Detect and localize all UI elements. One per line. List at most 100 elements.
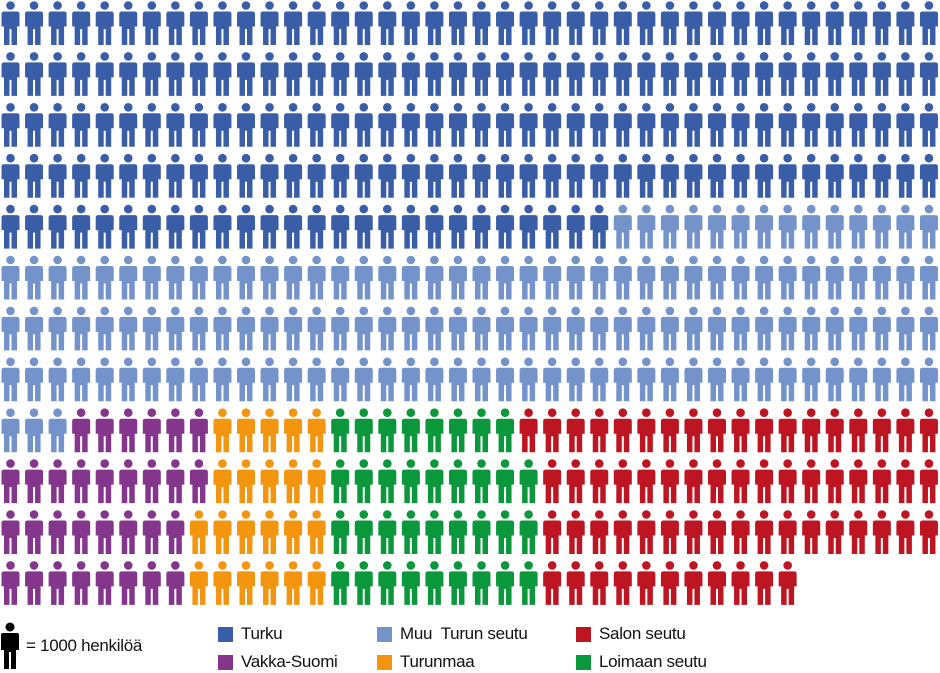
person-mark-muu — [755, 255, 774, 300]
person-mark-turku — [543, 52, 562, 96]
person-mark-muu — [307, 255, 326, 300]
person-mark-turku — [778, 1, 797, 45]
person-mark-loimaa — [331, 408, 350, 453]
person-mark-turku — [25, 204, 44, 249]
person-mark-turku — [331, 204, 350, 249]
person-mark-muu — [331, 306, 350, 351]
person-mark-turku — [660, 153, 679, 198]
person-mark-loimaa — [472, 561, 491, 605]
person-mark-muu — [425, 255, 444, 300]
person-mark-salo — [590, 459, 609, 504]
person-mark-vakka — [119, 408, 138, 453]
person-mark-turku — [425, 153, 444, 198]
person-mark-turunmaa — [307, 459, 326, 504]
person-mark-turunmaa — [237, 561, 255, 605]
person-mark-turku — [543, 1, 562, 45]
person-mark-turku — [331, 1, 350, 45]
person-mark-salo — [660, 408, 679, 453]
person-mark-vakka — [95, 510, 114, 554]
person-mark-turku — [825, 153, 844, 198]
person-mark-muu — [378, 306, 397, 351]
person-mark-turku — [378, 52, 397, 96]
person-mark-muu — [872, 255, 891, 300]
person-mark-turku — [849, 103, 868, 147]
person-mark-turku — [119, 1, 138, 45]
person-mark-turku — [331, 103, 350, 147]
person-mark-muu — [613, 204, 632, 249]
person-mark-muu — [849, 255, 868, 300]
person-mark-turku — [284, 103, 303, 147]
person-mark-turunmaa — [284, 408, 303, 453]
person-mark-turku — [378, 1, 397, 45]
person-mark-muu — [590, 255, 609, 300]
person-mark-muu — [896, 357, 915, 402]
person-mark-muu — [472, 357, 491, 402]
person-mark-turku — [95, 204, 114, 249]
person-mark-muu — [25, 306, 44, 351]
person-mark-turku — [331, 153, 350, 198]
person-mark-turku — [519, 153, 538, 198]
person-mark-muu — [213, 306, 232, 351]
person-mark-salo — [731, 408, 750, 453]
person-mark-muu — [778, 357, 797, 402]
person-mark-salo — [896, 510, 915, 554]
person-mark-salo — [708, 459, 726, 504]
person-mark-vakka — [48, 561, 67, 605]
person-mark-muu — [307, 306, 326, 351]
person-mark-turku — [919, 52, 938, 96]
person-mark-turku — [496, 1, 515, 45]
person-mark-loimaa — [472, 459, 491, 504]
person-mark-muu — [590, 306, 609, 351]
person-mark-muu — [802, 306, 821, 351]
person-mark-loimaa — [519, 561, 538, 605]
person-mark-muu — [684, 306, 703, 351]
person-mark-turku — [378, 103, 397, 147]
person-mark-muu — [896, 255, 915, 300]
person-mark-turku — [660, 1, 679, 45]
person-mark-muu — [1, 306, 20, 351]
person-mark-muu — [48, 357, 67, 402]
person-mark-muu — [660, 204, 679, 249]
person-mark-turku — [543, 153, 562, 198]
person-mark-turku — [731, 52, 750, 96]
person-mark-turku — [213, 52, 232, 96]
person-mark-loimaa — [354, 561, 373, 605]
legend-turunmaa: Turunmaa — [377, 652, 475, 672]
person-mark-muu — [166, 306, 185, 351]
person-mark-turku — [590, 52, 609, 96]
person-mark-turku — [1, 103, 20, 147]
person-mark-salo — [872, 510, 891, 554]
person-mark-turku — [519, 1, 538, 45]
person-mark-turku — [896, 103, 915, 147]
person-mark-muu — [72, 306, 91, 351]
person-mark-turku — [213, 204, 232, 249]
person-mark-turku — [213, 153, 232, 198]
legend-swatch — [576, 654, 591, 670]
legend-swatch — [576, 626, 591, 642]
person-mark-loimaa — [354, 408, 373, 453]
person-mark-salo — [566, 408, 585, 453]
person-mark-vakka — [95, 459, 114, 504]
legend-label: Loimaan seutu — [599, 652, 707, 671]
person-mark-turunmaa — [307, 561, 326, 605]
person-mark-turku — [307, 1, 326, 45]
legend-salon-seutu: Salon seutu — [576, 624, 686, 644]
person-mark-salo — [802, 408, 821, 453]
person-mark-vakka — [25, 510, 44, 554]
person-mark-muu — [660, 357, 679, 402]
person-mark-turku — [401, 52, 420, 96]
person-mark-muu — [25, 408, 44, 453]
person-mark-turku — [307, 204, 326, 249]
person-mark-turku — [1, 204, 20, 249]
person-mark-turku — [637, 52, 656, 96]
person-mark-turku — [307, 103, 326, 147]
person-mark-turunmaa — [284, 561, 303, 605]
person-mark-turku — [260, 52, 279, 96]
person-mark-muu — [708, 357, 726, 402]
person-mark-turku — [354, 103, 373, 147]
person-mark-turku — [189, 1, 208, 45]
person-mark-turku — [519, 103, 538, 147]
person-mark-turku — [637, 1, 656, 45]
person-mark-salo — [849, 459, 868, 504]
person-mark-muu — [660, 255, 679, 300]
